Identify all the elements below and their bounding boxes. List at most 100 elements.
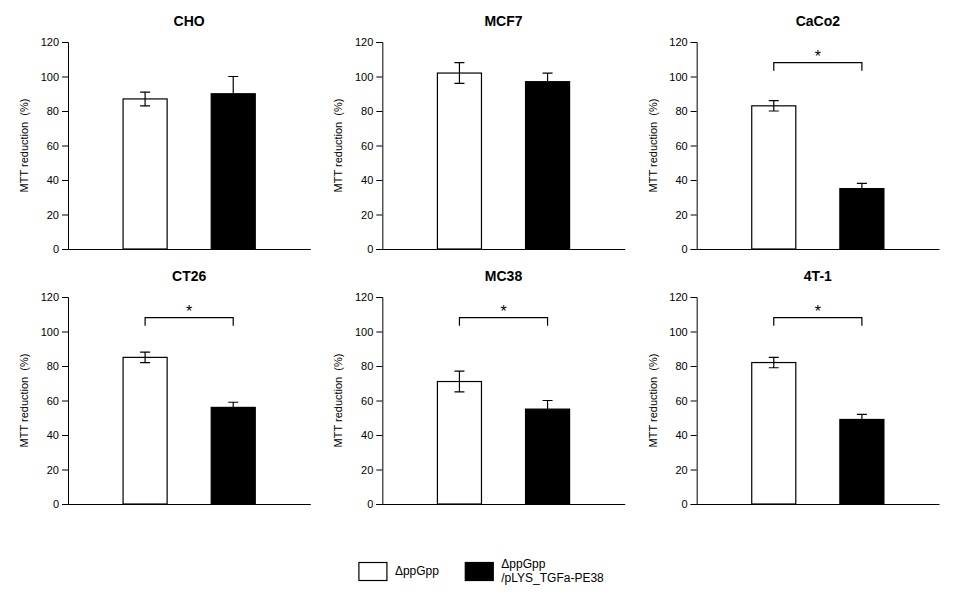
y-tick-label: 80 [47,105,59,117]
y-tick-label: 120 [355,36,373,48]
y-axis-line [62,298,69,505]
y-tick-mark [691,401,697,402]
y-tick-mark [376,42,382,43]
subplot-title: 4T-1 [804,268,832,284]
annotation: * [186,303,192,320]
y-tick-mark [62,180,68,181]
y-tick-label: 40 [47,174,59,186]
y-tick-label: 0 [367,498,373,510]
y-tick: 40 [675,429,696,441]
y-tick: 120 [355,36,382,48]
legend-label: ΔppGpp [395,564,439,578]
bar [211,94,255,249]
y-tick-label: 60 [47,395,59,407]
y-tick-label: 0 [682,498,688,510]
y-tick: 40 [675,174,696,186]
bar [526,409,570,504]
y-tick-mark [376,146,382,147]
annotation: * [500,303,506,320]
y-tick: 120 [669,291,696,303]
y-axis-title: MTT reduction (%) [18,99,30,193]
x-axis-line [697,249,939,250]
y-tick-mark [376,435,382,436]
x-axis-line [69,249,311,250]
legend-label-line: ΔppGpp [501,557,545,571]
error-bar [769,101,779,111]
y-tick-mark [691,332,697,333]
legend: ΔppGppΔppGpp/pLYS_TGFa-PE38 [359,557,604,585]
y-tick-mark [691,111,697,112]
y-tick-mark [376,77,382,78]
subplot: 020406080100120*4T-1MTT reduction (%) [647,268,940,510]
y-axis-title: MTT reduction (%) [332,354,344,448]
y-tick: 60 [675,140,696,152]
subplot-title: MCF7 [484,13,522,29]
error-bar [228,402,238,412]
y-tick-mark [691,215,697,216]
y-tick-mark [376,366,382,367]
y-tick-mark [691,180,697,181]
y-axis: 020406080100120 [355,36,383,255]
x-axis-line [383,249,625,250]
y-tick: 0 [682,243,697,255]
y-tick-label: 40 [675,429,687,441]
legend-item: ΔppGpp/pLYS_TGFa-PE38 [465,557,604,585]
y-axis-title: MTT reduction (%) [647,99,659,193]
bar [437,73,481,249]
y-tick: 0 [367,498,382,510]
y-tick: 100 [669,71,696,83]
x-axis [383,249,625,251]
bar [123,99,167,249]
y-tick-mark [376,180,382,181]
y-tick: 20 [675,464,696,476]
y-tick-mark [62,111,68,112]
bar [840,189,884,249]
marks [752,357,884,504]
x-axis [697,504,939,506]
y-tick-label: 0 [367,243,373,255]
y-tick-mark [62,249,68,250]
y-tick-mark [691,249,697,250]
y-tick-label: 100 [669,326,687,338]
y-axis-title: MTT reduction (%) [647,354,659,448]
x-axis [697,249,939,251]
y-tick: 0 [53,243,68,255]
y-tick-mark [62,77,68,78]
subplot-title: CT26 [172,268,206,284]
y-tick-mark [691,42,697,43]
y-tick-label: 120 [355,291,373,303]
y-tick: 60 [47,140,68,152]
y-tick: 20 [675,209,696,221]
subplot: 020406080100120*CaCo2MTT reduction (%) [647,13,940,255]
bar [526,82,570,249]
bar [211,407,255,504]
y-tick-label: 120 [669,36,687,48]
y-tick: 20 [47,464,68,476]
y-tick-label: 80 [361,360,373,372]
y-tick-label: 100 [355,71,373,83]
y-tick-mark [62,332,68,333]
y-tick: 80 [675,360,696,372]
marks [437,371,569,504]
y-tick-label: 120 [669,291,687,303]
y-tick: 120 [669,36,696,48]
chart-figure: 020406080100120CHOMTT reduction (%)02040… [0,0,963,613]
y-tick-label: 40 [47,429,59,441]
y-tick-mark [62,215,68,216]
y-tick: 100 [41,71,68,83]
y-tick-mark [62,401,68,402]
y-tick-mark [691,435,697,436]
y-tick-label: 0 [53,243,59,255]
y-tick-mark [691,366,697,367]
y-tick-mark [62,470,68,471]
error-bar [454,63,464,84]
y-tick-mark [691,146,697,147]
y-tick-mark [376,297,382,298]
legend-item: ΔppGpp [359,563,439,581]
subplot-title: MC38 [485,268,523,284]
y-axis-title: MTT reduction (%) [332,99,344,193]
bar [123,357,167,504]
y-axis-line [376,43,383,250]
error-bar [543,401,553,418]
y-tick-mark [62,435,68,436]
